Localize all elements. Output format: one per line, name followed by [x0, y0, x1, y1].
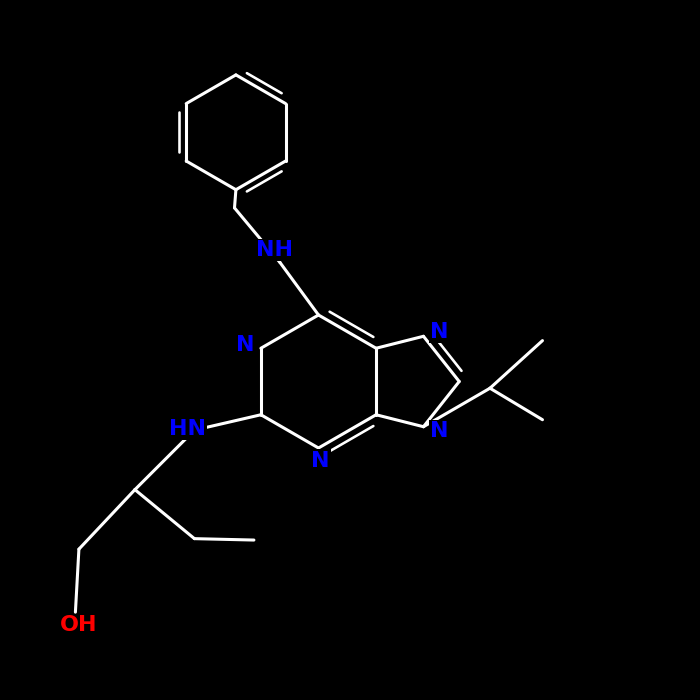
Text: N: N	[312, 451, 330, 470]
Text: N: N	[237, 335, 255, 356]
Text: OH: OH	[60, 615, 98, 635]
Text: HN: HN	[169, 419, 206, 439]
Text: NH: NH	[256, 240, 293, 260]
Text: N: N	[430, 322, 448, 342]
Text: N: N	[430, 421, 448, 441]
